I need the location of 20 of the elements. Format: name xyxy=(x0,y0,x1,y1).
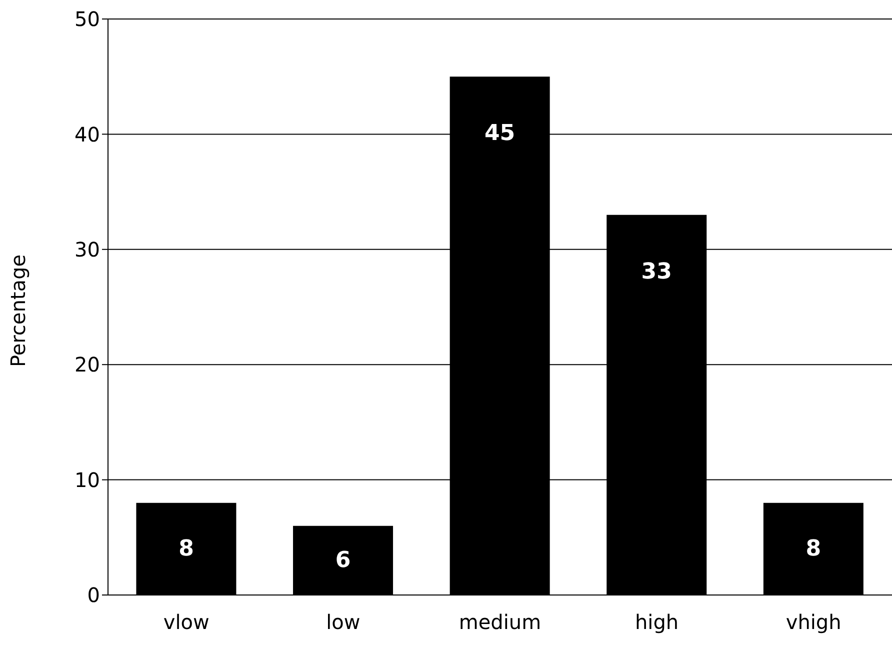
x-tick-label: high xyxy=(634,610,679,634)
x-tick-label: medium xyxy=(458,610,542,634)
y-tick-label: 50 xyxy=(74,7,100,32)
y-tick-label: 30 xyxy=(74,238,100,262)
data-label: 33 xyxy=(641,259,672,284)
y-tick-label: 40 xyxy=(74,122,100,146)
data-label: 45 xyxy=(484,121,516,146)
x-tick-label: vlow xyxy=(163,610,210,634)
bar xyxy=(763,502,864,595)
x-tick-label: low xyxy=(326,610,360,634)
y-tick-label: 0 xyxy=(87,583,100,608)
y-tick-label: 20 xyxy=(74,352,100,377)
y-axis-title: Percentage xyxy=(6,254,30,367)
y-tick-label: 10 xyxy=(74,468,100,492)
data-label: 8 xyxy=(178,536,194,562)
data-label: 6 xyxy=(335,548,351,573)
data-label: 8 xyxy=(806,536,822,562)
bar xyxy=(136,502,236,595)
bar xyxy=(293,526,394,595)
x-tick-label: vhigh xyxy=(786,610,842,634)
